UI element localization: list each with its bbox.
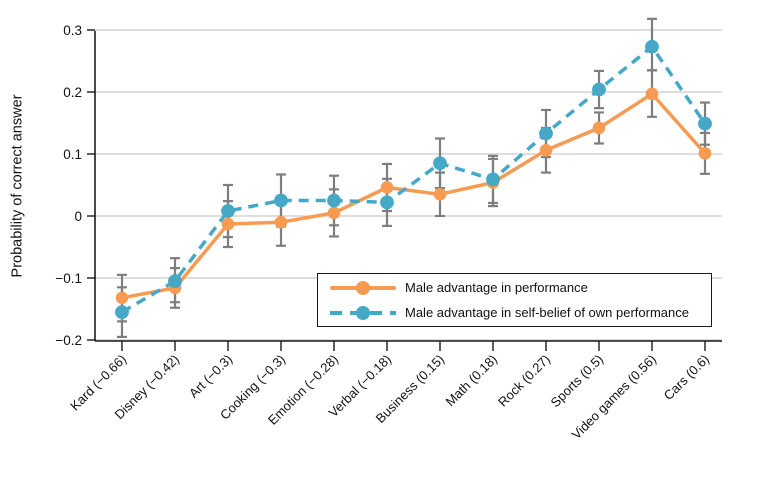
y-tick-labels: 0.3 0.2 0.1 0 −0.1 −0.2 [55, 23, 95, 348]
legend-label-self-belief: Male advantage in self-belief of own per… [405, 305, 689, 320]
svg-text:0: 0 [74, 209, 82, 224]
series-line-1 [121, 44, 707, 314]
x-tick-labels: Kard (−0.66)Disney (−0.42) Art (−0.3)Cook… [67, 341, 712, 442]
self-belief-line-marker-icon [330, 305, 396, 321]
legend-item-self-belief: Male advantage in self-belief of own per… [330, 302, 711, 324]
legend-dot-blue [356, 305, 370, 320]
series-markers-0 [115, 87, 712, 305]
series-markers-1 [115, 39, 712, 319]
svg-text:Art (−0.3): Art (−0.3) [186, 352, 235, 401]
svg-text:Cars (0.6): Cars (0.6) [661, 352, 712, 403]
svg-text:Rock (0.27): Rock (0.27) [495, 352, 553, 410]
svg-text:0.1: 0.1 [63, 147, 82, 162]
svg-text:−0.2: −0.2 [55, 333, 82, 348]
performance-line-marker-icon [330, 280, 396, 296]
series-line-0 [121, 92, 707, 300]
svg-text:−0.1: −0.1 [55, 271, 82, 286]
legend-dot-orange [356, 280, 370, 295]
legend: Male advantage in performance Male advan… [317, 273, 712, 327]
svg-text:Math (0.18): Math (0.18) [443, 352, 501, 410]
legend-label-performance: Male advantage in performance [405, 280, 588, 295]
axes [94, 31, 722, 342]
legend-item-performance: Male advantage in performance [330, 277, 711, 299]
svg-text:0.2: 0.2 [63, 85, 82, 100]
svg-text:0.3: 0.3 [63, 23, 82, 38]
